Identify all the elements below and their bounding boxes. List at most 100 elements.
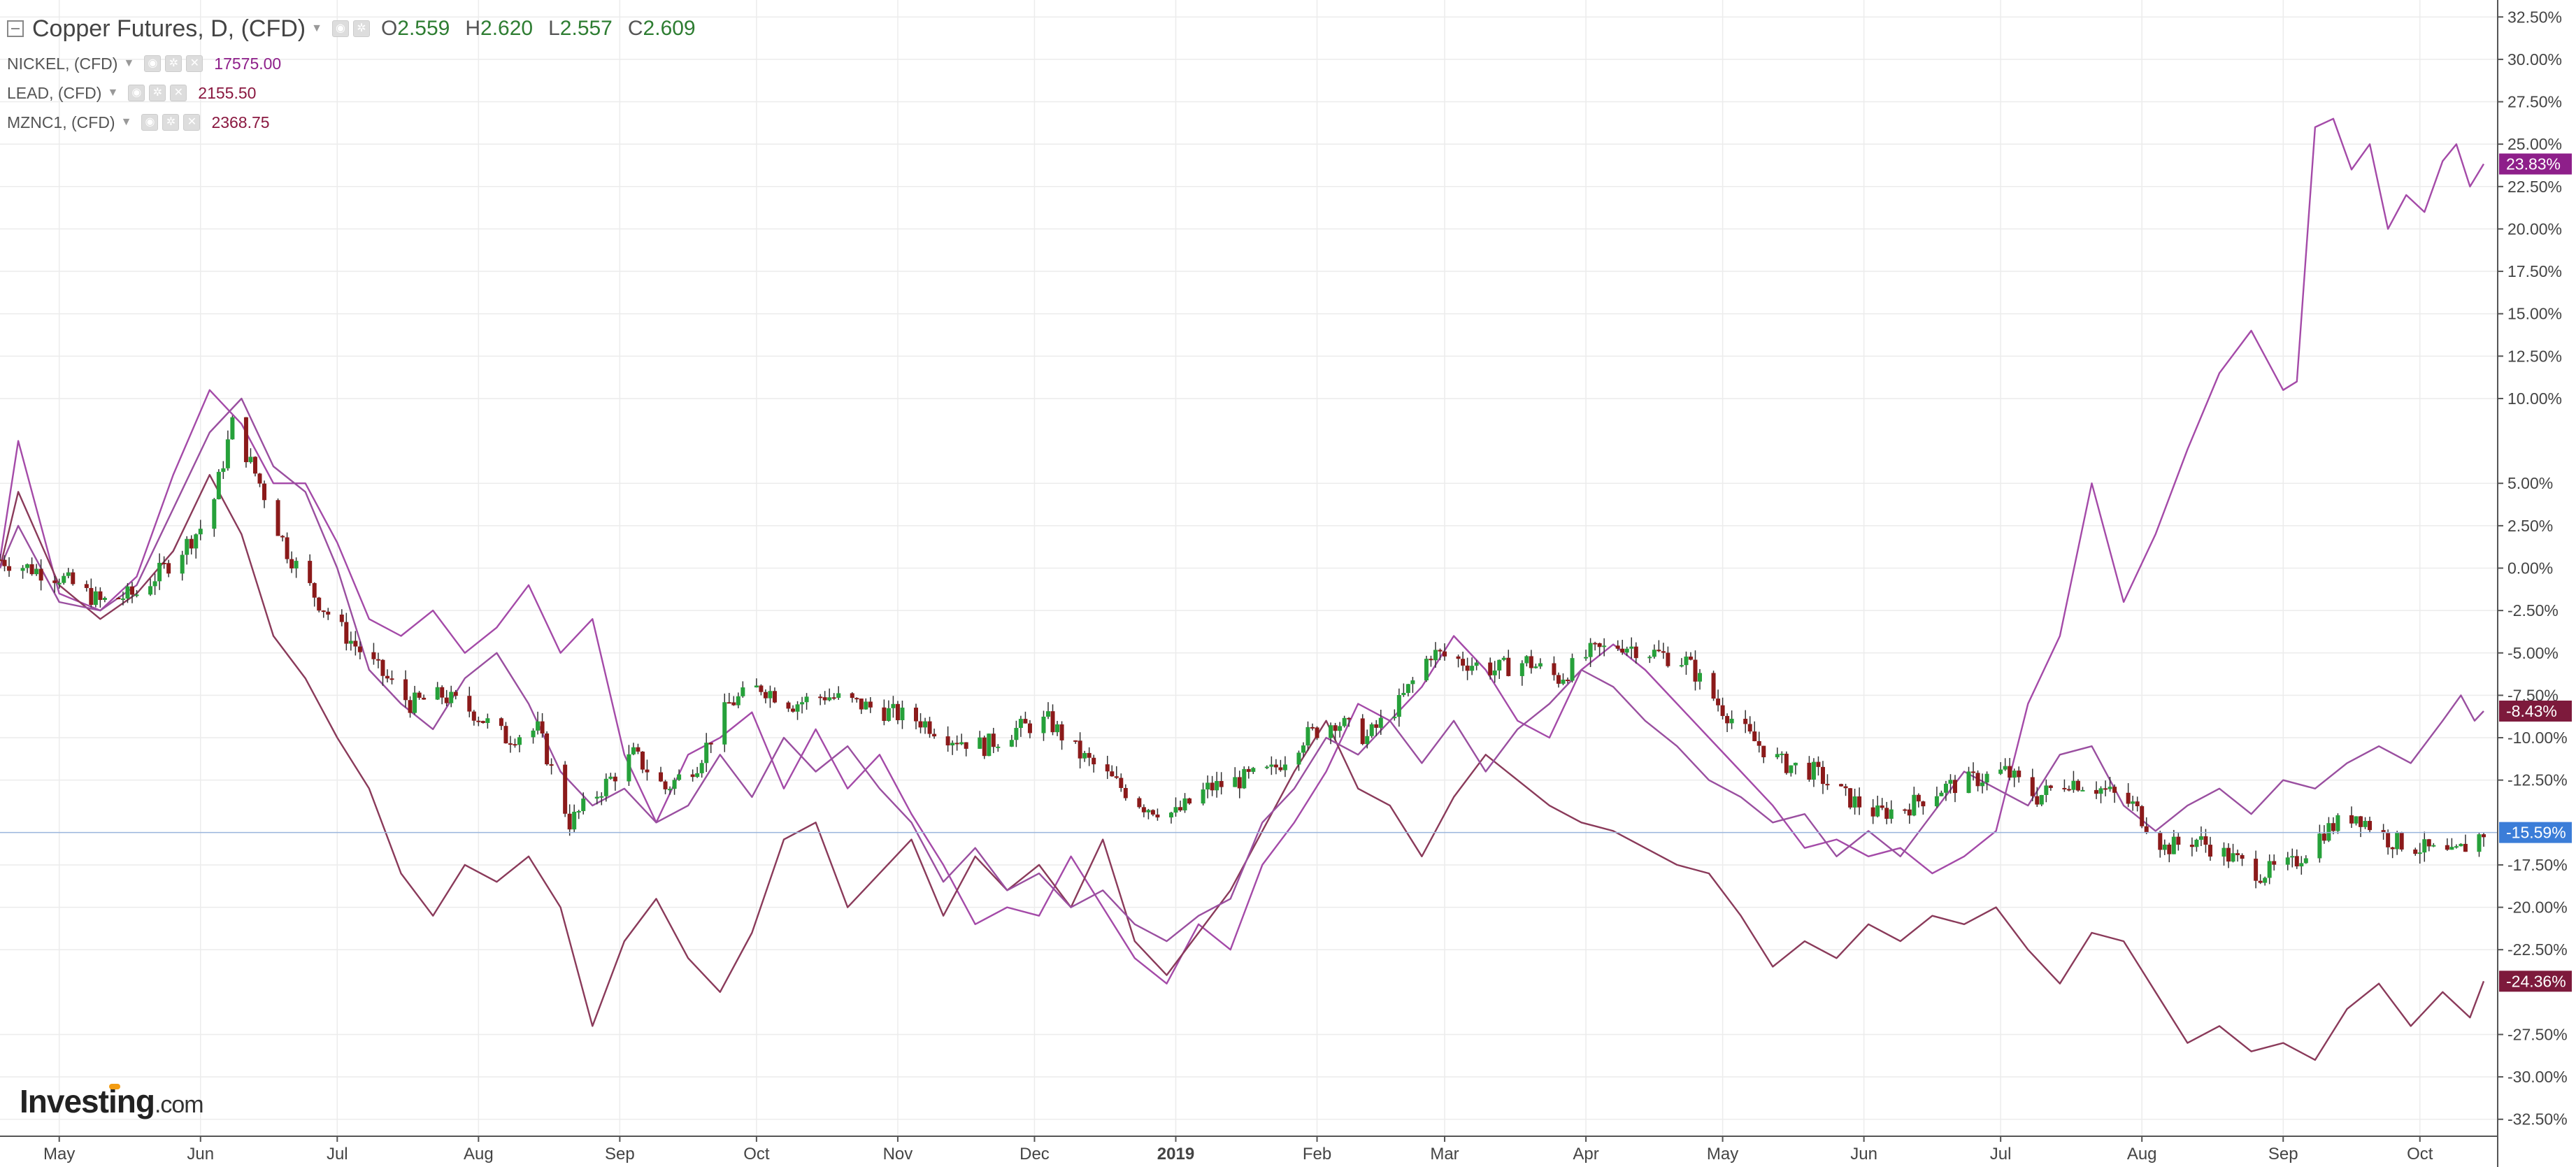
- candle-body: [2126, 792, 2131, 804]
- candle-body: [1839, 784, 1844, 787]
- candle-body: [120, 598, 125, 600]
- candle-body: [317, 597, 322, 611]
- candle-body: [636, 747, 641, 752]
- candle-body: [831, 697, 836, 699]
- candle-body: [1269, 764, 1274, 767]
- candle-body: [854, 698, 859, 700]
- candle-body: [2413, 849, 2418, 854]
- candle-body: [29, 564, 34, 575]
- gear-icon[interactable]: ✲: [352, 20, 370, 37]
- candle-body: [2422, 839, 2427, 853]
- close-icon[interactable]: ✕: [183, 114, 201, 131]
- candle-body: [1301, 745, 1305, 753]
- candle-body: [959, 742, 964, 745]
- candle-body: [631, 747, 636, 754]
- chevron-down-icon[interactable]: ▼: [107, 87, 119, 99]
- candle-body: [180, 554, 185, 574]
- candle-body: [2008, 766, 2012, 778]
- candle-body: [2131, 801, 2135, 804]
- candle-body: [804, 696, 809, 703]
- candle-body: [886, 708, 891, 721]
- candle-body: [413, 692, 417, 713]
- comparison-label[interactable]: LEAD, (CFD): [7, 83, 102, 102]
- candle-body: [1688, 657, 1693, 660]
- candle-body: [690, 774, 695, 778]
- candle-body: [704, 743, 709, 764]
- candle-body: [1347, 717, 1352, 719]
- chevron-down-icon[interactable]: ▼: [311, 22, 322, 34]
- candle-body: [1009, 740, 1014, 747]
- chevron-down-icon[interactable]: ▼: [120, 116, 132, 128]
- eye-icon[interactable]: ◉: [331, 20, 349, 37]
- candle-body: [1793, 762, 1798, 766]
- comparison-label[interactable]: NICKEL, (CFD): [7, 54, 118, 73]
- eye-icon[interactable]: ◉: [128, 85, 145, 101]
- candle-body: [1046, 711, 1051, 717]
- candle-body: [1470, 666, 1475, 671]
- candle-body: [116, 598, 121, 600]
- candle-body: [2303, 858, 2308, 864]
- candle-body: [499, 718, 503, 726]
- close-icon[interactable]: ✕: [170, 85, 187, 101]
- candle-body: [57, 582, 62, 585]
- candle-body: [1597, 643, 1602, 647]
- candle-body: [2326, 823, 2331, 841]
- x-tick-label: Oct: [743, 1145, 770, 1164]
- candle-body: [1524, 656, 1529, 664]
- candle-body: [440, 687, 445, 698]
- x-tick-label: Sep: [2268, 1145, 2298, 1164]
- legend-row-nickel: NICKEL, (CFD) ▼ ◉ ✲ ✕ 17575.00: [7, 49, 711, 78]
- gear-icon[interactable]: ✲: [149, 85, 166, 101]
- candle-body: [326, 611, 331, 615]
- y-tick-label: -20.00%: [2507, 898, 2568, 917]
- candle-body: [2039, 794, 2044, 805]
- candle-body: [1178, 807, 1183, 810]
- candle-body: [964, 742, 968, 749]
- y-tick-label: 22.50%: [2507, 178, 2562, 196]
- candle-body: [1775, 754, 1780, 758]
- candle-body: [1492, 670, 1497, 675]
- candle-body: [1820, 766, 1825, 785]
- candle-body: [918, 721, 923, 728]
- candle-body: [1743, 718, 1748, 724]
- gear-icon[interactable]: ✲: [165, 55, 183, 72]
- eye-icon[interactable]: ◉: [141, 114, 159, 131]
- chevron-down-icon[interactable]: ▼: [123, 57, 135, 69]
- main-symbol-title[interactable]: Copper Futures, D, (CFD): [32, 15, 306, 42]
- candle-body: [1661, 651, 1666, 653]
- candle-body: [2463, 843, 2468, 852]
- candle-body: [453, 692, 458, 696]
- candle-body: [513, 744, 517, 746]
- eye-icon[interactable]: ◉: [144, 55, 162, 72]
- candle-body: [1903, 809, 1908, 811]
- candle-body: [262, 483, 267, 501]
- candle-body: [1374, 724, 1379, 728]
- comparison-label[interactable]: MZNC1, (CFD): [7, 113, 115, 131]
- candle-body: [1342, 717, 1347, 726]
- candle-body: [1975, 773, 1980, 787]
- candle-body: [2044, 785, 2049, 795]
- y-tick-label: 2.50%: [2507, 517, 2553, 535]
- candle-body: [822, 697, 827, 701]
- candle-body: [480, 721, 485, 723]
- candle-body: [850, 693, 854, 699]
- candle-body: [1429, 659, 1433, 661]
- candle-body: [1666, 652, 1670, 666]
- candle-body: [1561, 680, 1566, 684]
- candle-body: [1698, 673, 1703, 682]
- candle-body: [471, 711, 476, 721]
- x-tick-label: Jul: [1990, 1145, 2012, 1164]
- gear-icon[interactable]: ✲: [162, 114, 180, 131]
- candle-body: [1310, 726, 1315, 729]
- candle-body: [1747, 724, 1752, 732]
- close-icon[interactable]: ✕: [186, 55, 203, 72]
- candle-body: [321, 610, 326, 613]
- candle-body: [134, 594, 139, 596]
- collapse-icon[interactable]: [7, 20, 24, 37]
- candle-body: [567, 813, 572, 830]
- candle-body: [786, 702, 791, 709]
- candle-body: [1378, 717, 1383, 728]
- candle-body: [1807, 762, 1812, 780]
